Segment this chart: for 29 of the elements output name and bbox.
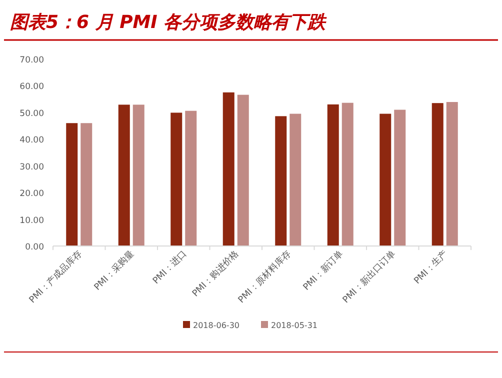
bar [132,104,144,246]
y-tick-label: 40.00 [20,136,44,146]
bar [118,104,130,246]
bar [185,110,197,246]
bar [432,103,444,246]
bar [66,123,78,246]
y-tick-label: 70.00 [20,56,44,66]
bar [237,94,249,246]
bar [394,110,406,246]
x-tick-label: PMI：进口 [150,248,189,286]
bar [170,112,182,246]
bar [327,104,339,246]
x-tick-label: PMI：生产 [412,248,450,286]
y-tick-label: 60.00 [20,82,44,92]
bar [275,116,287,246]
y-tick-label: 50.00 [20,108,44,119]
y-tick-label: 20.00 [20,189,44,200]
bar [342,102,354,246]
legend-label: 2018-05-31 [271,321,318,330]
title: 图表5：6 月 PMI 各分项多数略有下跌 [10,12,326,33]
x-tick-label: PMI：采购量 [92,248,136,293]
bar [446,102,458,246]
legend-label: 2018-06-30 [193,321,240,330]
bar [222,92,234,246]
y-tick-label: 10.00 [20,216,44,226]
y-tick-label: 30.00 [20,162,44,172]
bar [80,123,92,246]
bar [380,114,392,246]
bar [290,114,302,246]
